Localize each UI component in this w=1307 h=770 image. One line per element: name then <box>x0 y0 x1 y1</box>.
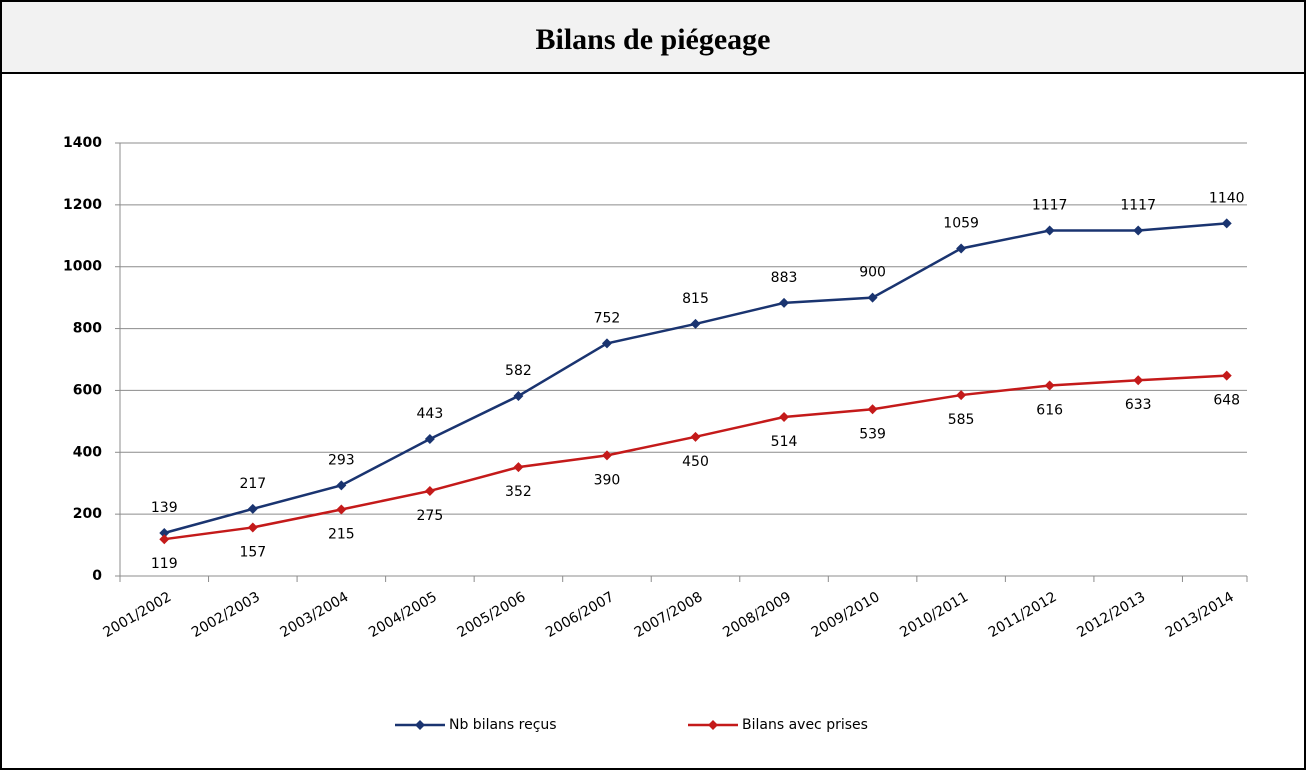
marker <box>867 404 878 415</box>
data-label: 539 <box>859 426 886 442</box>
data-label: 616 <box>1036 402 1063 418</box>
data-label: 119 <box>151 556 178 572</box>
marker <box>159 534 170 545</box>
legend-marker <box>708 720 718 730</box>
marker <box>513 462 524 473</box>
legend-label: Bilans avec prises <box>742 717 868 733</box>
marker <box>336 480 347 491</box>
y-tick-label: 800 <box>73 321 102 337</box>
data-label: 648 <box>1213 393 1240 409</box>
y-tick-label: 0 <box>92 568 102 584</box>
data-label: 752 <box>594 310 621 326</box>
marker <box>513 390 524 401</box>
marker <box>690 431 701 442</box>
data-label: 585 <box>948 412 975 428</box>
marker <box>1221 218 1232 229</box>
marker <box>424 433 435 444</box>
data-label: 900 <box>859 265 886 281</box>
marker <box>1133 375 1144 386</box>
data-label: 217 <box>239 476 266 492</box>
marker <box>779 297 790 308</box>
data-label: 157 <box>239 544 266 560</box>
legend-label: Nb bilans reçus <box>449 717 557 733</box>
data-label: 514 <box>771 434 798 450</box>
header <box>0 0 1306 74</box>
data-label: 1117 <box>1120 198 1156 214</box>
data-label: 450 <box>682 454 709 470</box>
data-label: 352 <box>505 484 532 500</box>
marker <box>956 243 967 254</box>
data-label: 139 <box>151 500 178 516</box>
marker <box>159 528 170 539</box>
chart-title: Bilans de piégeage <box>535 23 770 56</box>
data-label: 443 <box>417 406 444 422</box>
data-label: 815 <box>682 291 709 307</box>
data-label: 1059 <box>943 215 979 231</box>
marker <box>424 485 435 496</box>
data-label: 883 <box>771 270 798 286</box>
data-label: 582 <box>505 363 532 379</box>
marker <box>1044 225 1055 236</box>
marker <box>247 522 258 533</box>
data-label: 1117 <box>1032 198 1068 214</box>
y-tick-label: 1400 <box>63 135 102 151</box>
marker <box>779 412 790 423</box>
data-label: 390 <box>594 472 621 488</box>
marker <box>1221 370 1232 381</box>
marker <box>336 504 347 515</box>
y-tick-label: 600 <box>73 382 102 398</box>
marker <box>867 292 878 303</box>
y-tick-label: 1000 <box>63 259 102 275</box>
data-label: 1140 <box>1209 190 1245 206</box>
marker <box>956 390 967 401</box>
y-tick-label: 200 <box>73 506 102 522</box>
y-tick-label: 400 <box>73 444 102 460</box>
marker <box>601 450 612 461</box>
data-label: 633 <box>1125 397 1152 413</box>
data-label: 293 <box>328 452 355 468</box>
legend-marker <box>415 720 425 730</box>
marker <box>690 318 701 329</box>
marker <box>1044 380 1055 391</box>
data-label: 275 <box>417 508 444 524</box>
data-label: 215 <box>328 527 355 543</box>
y-tick-label: 1200 <box>63 197 102 213</box>
marker <box>601 338 612 349</box>
marker <box>1133 225 1144 236</box>
marker <box>247 503 258 514</box>
